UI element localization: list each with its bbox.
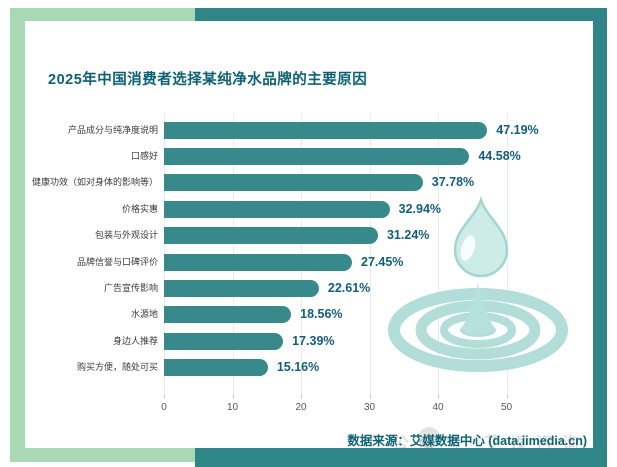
frame-top-left-band	[10, 8, 195, 21]
water-drop	[453, 196, 509, 278]
value-label: 22.61%	[327, 280, 371, 295]
frame-right-band	[593, 8, 607, 467]
category-label: 品牌信誉与口碑评价	[76, 256, 158, 267]
value-label: 18.56%	[300, 307, 343, 322]
bar	[164, 200, 390, 218]
chart-title: 2025年中国消费者选择某纯净水品牌的主要原因	[48, 72, 368, 88]
x-axis-tick	[506, 395, 508, 399]
category-label: 健康功效（如对身体的影响等）	[31, 177, 158, 188]
splash-cone	[461, 282, 495, 335]
x-tick-label: 50	[500, 402, 513, 413]
category-label: 包装与外观设计	[94, 230, 158, 241]
watermark-text: 公众号 艾媒咨询	[392, 434, 588, 453]
x-axis-tick	[438, 395, 439, 399]
x-tick-label: 0	[161, 402, 167, 413]
value-label: 27.45%	[361, 254, 404, 269]
x-axis-tick	[164, 395, 165, 399]
x-tick-label: 40	[432, 402, 444, 413]
value-label: 15.16%	[276, 360, 320, 375]
category-label: 产品成分与纯净度说明	[67, 124, 158, 135]
x-axis-tick	[301, 395, 302, 399]
value-label: 32.94%	[398, 201, 442, 216]
frame-left-band	[10, 8, 25, 462]
category-label: 广告宣传影响	[103, 282, 158, 293]
frame-top-right-band	[195, 8, 607, 21]
x-tick-label: 30	[363, 402, 376, 413]
x-axis-tick	[369, 395, 371, 399]
bar	[164, 174, 423, 192]
category-label: 身边人推荐	[112, 335, 158, 346]
bar	[164, 253, 353, 271]
x-tick-label: 20	[295, 402, 307, 413]
watermark-logo-circle	[418, 427, 440, 449]
category-label: 口感好	[130, 150, 158, 161]
value-label: 17.39%	[292, 333, 335, 348]
frame-bottom-right-band	[195, 448, 607, 467]
bar	[164, 279, 319, 297]
frame-bottom-left-band	[10, 448, 195, 462]
value-label: 47.19%	[496, 122, 539, 137]
bar	[164, 147, 470, 165]
gridline	[369, 113, 371, 395]
bar	[164, 121, 488, 139]
water-drop-ripple-illustration	[388, 196, 568, 372]
x-tick-label: 10	[226, 402, 239, 413]
bar	[164, 359, 268, 377]
bar	[164, 227, 378, 245]
category-label: 价格实惠	[121, 203, 158, 214]
category-label: 购买方便，随处可买	[76, 362, 158, 373]
value-label: 44.58%	[478, 148, 521, 163]
value-label: 37.78%	[431, 175, 475, 190]
category-label: 水源地	[130, 309, 158, 320]
bar	[164, 306, 292, 324]
x-axis-tick	[232, 395, 234, 399]
gridline	[438, 113, 439, 395]
data-source-label: 数据来源：艾媒数据中心 (data.iimedia.cn)	[347, 434, 587, 448]
drop-highlight	[460, 235, 476, 261]
value-label: 31.24%	[386, 228, 430, 243]
bar	[164, 332, 284, 350]
